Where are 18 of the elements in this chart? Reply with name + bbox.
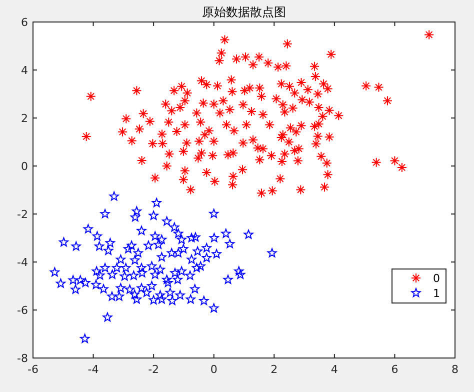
x-tick-label: -4 [88, 363, 99, 376]
legend-label: 1 [433, 287, 440, 300]
y-tick-label: -6 [17, 304, 28, 317]
x-tick-label: 8 [452, 363, 458, 376]
x-tick-label: 4 [330, 363, 338, 376]
x-tick-label: 0 [210, 363, 218, 376]
y-tick-label: -8 [17, 352, 28, 365]
y-tick-label: 6 [21, 16, 28, 29]
y-tick-label: 2 [21, 112, 28, 125]
y-tick-label: -2 [17, 208, 28, 221]
x-tick-label: 2 [270, 363, 278, 376]
y-tick-label: 0 [21, 160, 28, 173]
legend-label: 0 [433, 272, 440, 285]
x-tick-label: 6 [391, 363, 398, 376]
y-tick-label: -4 [17, 256, 28, 269]
y-tick-label: 4 [21, 64, 28, 77]
x-tick-label: -2 [148, 363, 160, 376]
chart-title: 原始数据散点图 [202, 5, 286, 19]
